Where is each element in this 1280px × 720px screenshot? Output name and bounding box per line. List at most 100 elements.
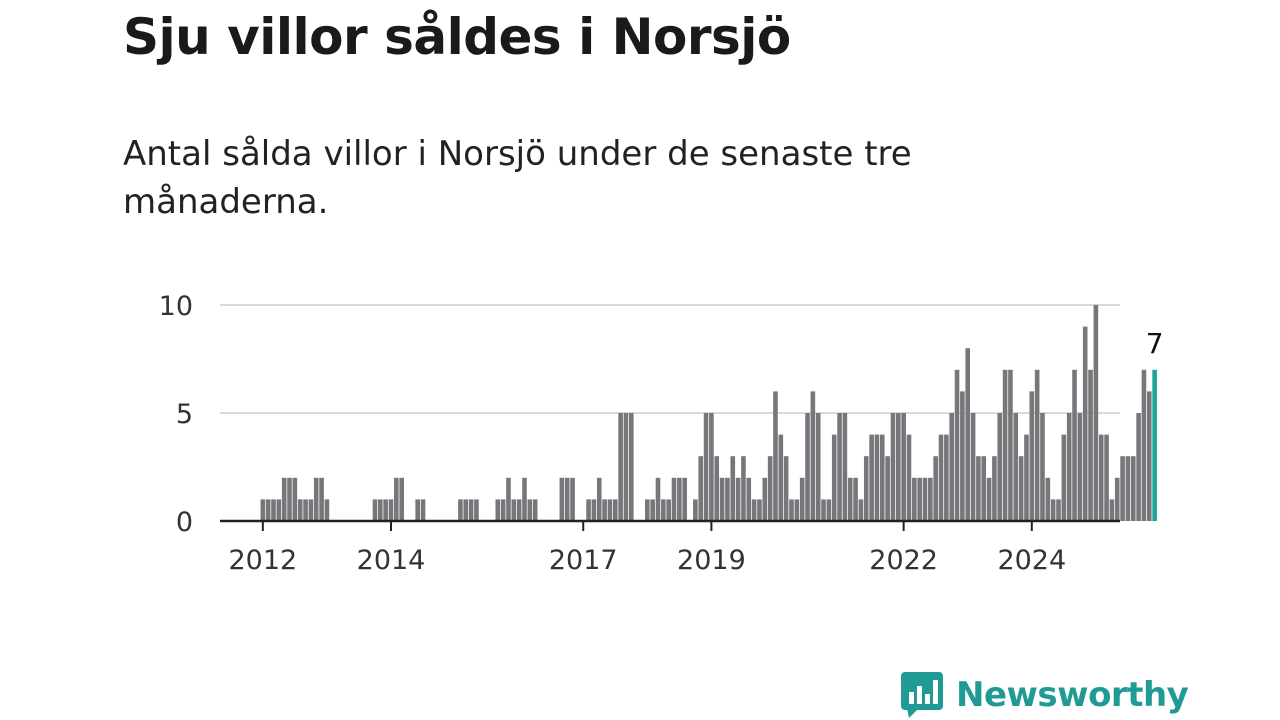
x-tick-label: 2019 (677, 545, 746, 576)
bar (1066, 413, 1072, 521)
x-tick-label: 2022 (869, 545, 938, 576)
bar (773, 391, 778, 521)
bar (591, 499, 597, 521)
bar (532, 499, 538, 521)
bar (655, 477, 661, 521)
bar (703, 413, 709, 521)
bar (831, 434, 837, 521)
bar (874, 434, 880, 521)
bar (383, 499, 388, 521)
bar (271, 499, 276, 521)
y-tick-label: 5 (176, 399, 193, 430)
bar (372, 499, 378, 521)
bar (799, 477, 805, 521)
bar (1141, 369, 1147, 521)
bar (516, 499, 522, 521)
bar (954, 369, 960, 521)
bar (1040, 413, 1045, 521)
bar (778, 434, 784, 521)
bar (468, 499, 474, 521)
bar (292, 477, 298, 521)
bar (1024, 434, 1029, 521)
bar (896, 413, 901, 521)
bar (767, 456, 773, 521)
bar (1013, 413, 1019, 521)
y-tick-label: 0 (176, 507, 193, 538)
bar (805, 413, 810, 521)
bar (570, 477, 575, 521)
bar (500, 499, 506, 521)
bar (794, 499, 800, 521)
bar (596, 477, 602, 521)
bar (1002, 369, 1008, 521)
bar (281, 477, 287, 521)
bar (762, 477, 768, 521)
bar (1125, 456, 1131, 521)
bar (847, 477, 853, 521)
bar (821, 499, 826, 521)
bar (1093, 305, 1099, 521)
bar (522, 477, 527, 521)
bar (1018, 456, 1024, 521)
bar (1082, 326, 1088, 521)
bar (1120, 456, 1125, 521)
bar (463, 499, 469, 521)
bar (276, 499, 282, 521)
bar (399, 477, 404, 521)
bar (303, 499, 308, 521)
bar (709, 413, 714, 521)
bar (650, 499, 655, 521)
bar (922, 477, 928, 521)
bar (1029, 391, 1035, 521)
bar (751, 499, 757, 521)
bar (388, 499, 394, 521)
bar (997, 413, 1003, 521)
bar (645, 499, 650, 521)
bar (1109, 499, 1115, 521)
bar (901, 413, 906, 521)
bar (965, 348, 971, 521)
bar (992, 456, 997, 521)
bar (837, 413, 842, 521)
chart-subtitle: Antal sålda villor i Norsjö under de sen… (123, 134, 912, 222)
bar (714, 456, 720, 521)
bar (863, 456, 869, 521)
bar (725, 477, 730, 521)
bar (917, 477, 922, 521)
bar (698, 456, 704, 521)
bar (976, 456, 981, 521)
bar (879, 434, 885, 521)
x-tick-label: 2012 (228, 545, 297, 576)
bar (415, 499, 420, 521)
bar (986, 477, 992, 521)
bar (789, 499, 794, 521)
bar (826, 499, 832, 521)
bar (511, 499, 517, 521)
bar (607, 499, 613, 521)
bar (1146, 391, 1152, 521)
bar (324, 499, 330, 521)
bar (981, 456, 987, 521)
bar (869, 434, 874, 521)
bar (420, 499, 426, 521)
bar (746, 477, 752, 521)
newsworthy-logo: Newsworthy (901, 670, 1189, 720)
bar (1130, 456, 1136, 521)
bar (1072, 369, 1077, 521)
bar (618, 413, 623, 521)
bar (629, 413, 634, 521)
bar (719, 477, 725, 521)
bar (313, 477, 319, 521)
bar (810, 391, 816, 521)
bar (1077, 413, 1083, 521)
bar (612, 499, 618, 521)
bar (458, 499, 463, 521)
bar (586, 499, 591, 521)
bar (661, 499, 666, 521)
bar (495, 499, 501, 521)
bar (1136, 413, 1141, 521)
bar (944, 434, 949, 521)
bar (666, 499, 671, 521)
bar (559, 477, 565, 521)
bar (858, 499, 864, 521)
